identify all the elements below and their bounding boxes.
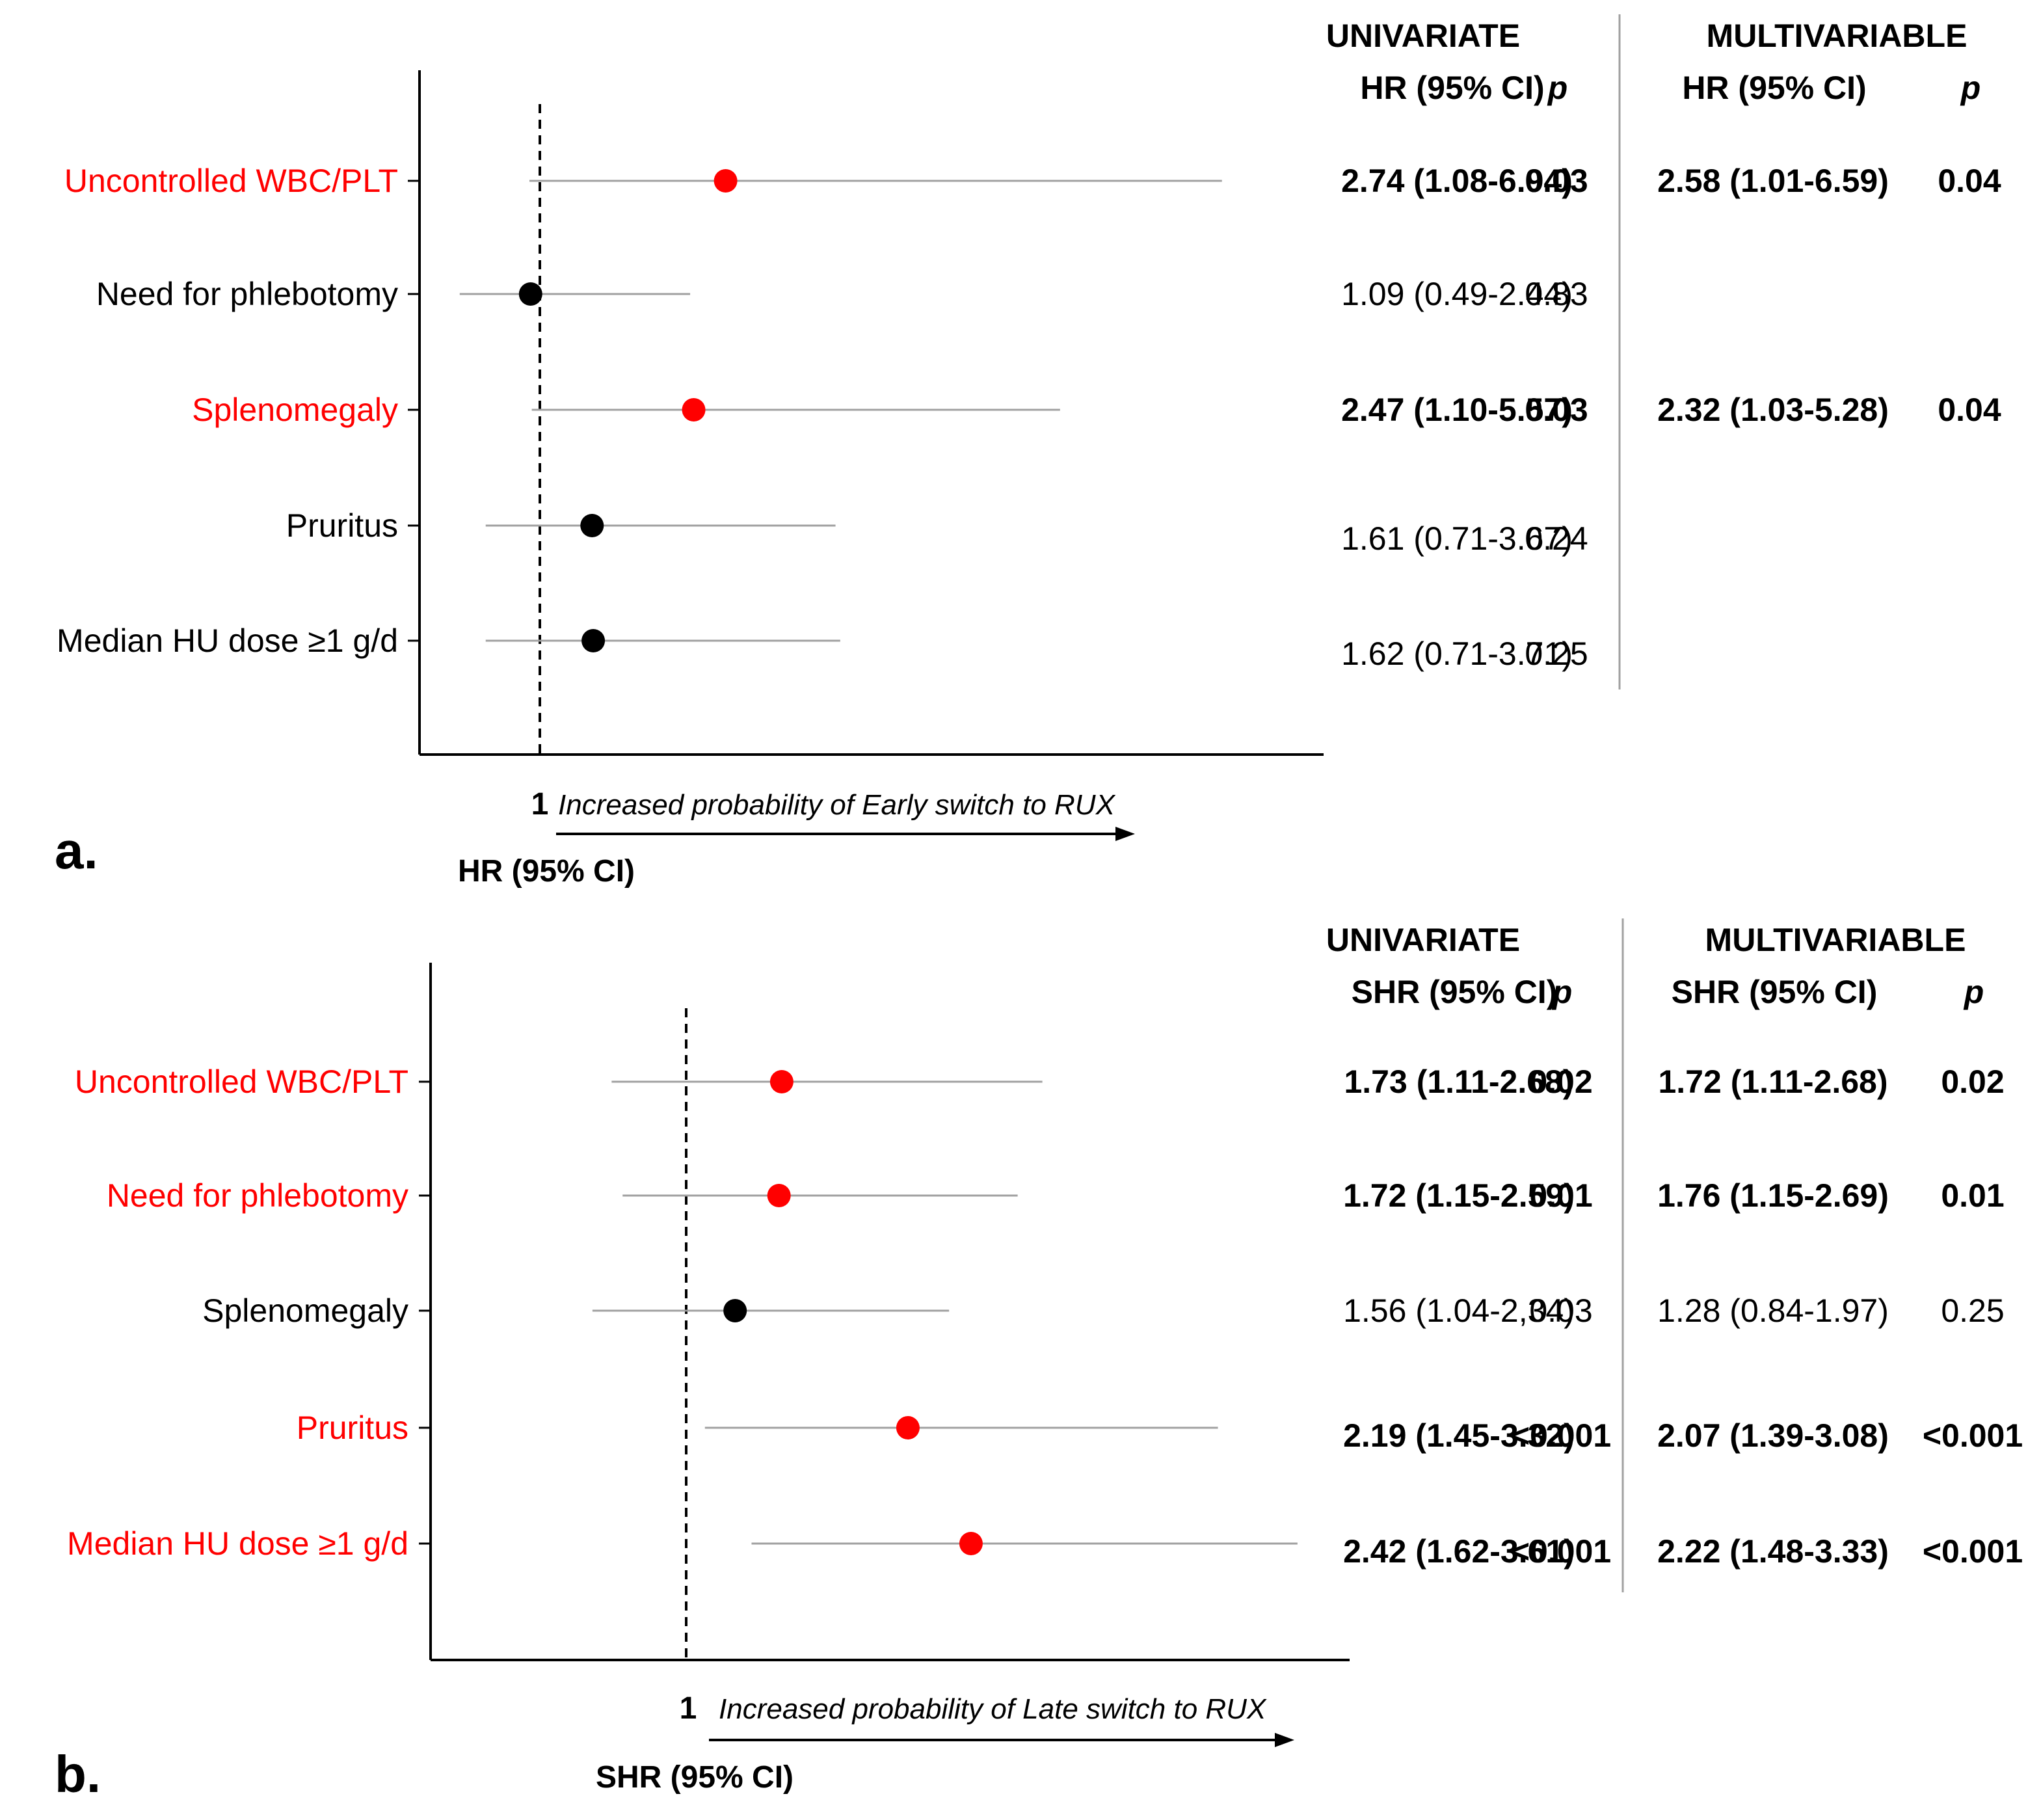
header-multi-p: p — [1963, 974, 1984, 1010]
multivariable-p: <0.001 — [1923, 1533, 2023, 1570]
arrow-caption: Increased probability of Late switch to … — [719, 1693, 1267, 1725]
univariate-p: 0.25 — [1525, 636, 1588, 672]
reference-tick-label: 1 — [531, 787, 549, 822]
univariate-ci: 2.74 (1.08-6.94) — [1341, 163, 1573, 199]
header-univariate: UNIVARIATE — [1326, 18, 1520, 54]
point-estimate — [959, 1532, 983, 1555]
forest-row: Pruritus 2.19 (1.45-3.32)<0.001 2.07 (1.39… — [297, 1410, 2023, 1454]
point-estimate — [518, 282, 542, 306]
multivariable-ci: 1.76 (1.15-2.69) — [1657, 1177, 1889, 1214]
row-label: Median HU dose ≥1 g/d — [67, 1525, 408, 1562]
univariate-p: 0.03 — [1529, 1292, 1592, 1329]
row-label: Pruritus — [286, 507, 398, 544]
univariate-ci: 1.73 (1.11-2.68) — [1344, 1064, 1573, 1100]
univariate-ci: 1.09 (0.49-2.44) — [1341, 276, 1573, 312]
row-label: Uncontrolled WBC/PLT — [64, 163, 398, 199]
row-label: Pruritus — [297, 1410, 408, 1446]
point-estimate — [580, 514, 604, 537]
univariate-ci: 1.61 (0.71-3.67) — [1341, 520, 1573, 557]
point-estimate — [767, 1184, 791, 1207]
multivariable-p: 0.25 — [1941, 1292, 2004, 1329]
univariate-ci: 2.19 (1.45-3.32) — [1343, 1417, 1575, 1454]
multivariable-p: 0.01 — [1941, 1177, 2004, 1214]
univariate-ci: 1.62 (0.71-3.71) — [1341, 636, 1573, 672]
forest-row: Uncontrolled WBC/PLT 1.73 (1.11-2.68)0.02… — [75, 1064, 2005, 1100]
header-uni-p: p — [1551, 974, 1573, 1010]
x-axis-title: SHR (95% CI) — [596, 1760, 794, 1795]
row-label: Median HU dose ≥1 g/d — [57, 622, 398, 659]
multivariable-ci: 2.32 (1.03-5.28) — [1657, 392, 1889, 428]
forest-row: Median HU dose ≥1 g/d 1.62 (0.71-3.71)0.2… — [57, 622, 1588, 672]
arrow-caption: Increased probability of Early switch to… — [558, 789, 1116, 821]
row-label: Splenomegaly — [192, 392, 398, 428]
univariate-ci: 2.42 (1.62-3.61) — [1343, 1533, 1575, 1570]
point-estimate — [723, 1299, 747, 1322]
panel-letter: a. — [55, 822, 98, 879]
univariate-p: 0.03 — [1525, 163, 1588, 199]
point-estimate — [714, 169, 738, 193]
univariate-ci: 1.72 (1.15-2.59) — [1343, 1177, 1575, 1214]
point-estimate — [682, 398, 706, 422]
multivariable-p: 0.04 — [1938, 392, 2001, 428]
point-estimate — [769, 1070, 794, 1093]
row-label: Splenomegaly — [202, 1292, 408, 1329]
direction-arrow-head — [1275, 1733, 1294, 1747]
row-label: Need for phlebotomy — [107, 1177, 408, 1214]
forest-row: Need for phlebotomy 1.72 (1.15-2.59)0.01 1… — [107, 1177, 2005, 1214]
univariate-ci: 2.47 (1.10-5.57) — [1341, 392, 1573, 428]
direction-arrow-head — [1115, 827, 1135, 841]
row-label: Uncontrolled WBC/PLT — [75, 1064, 408, 1100]
point-estimate — [581, 629, 606, 652]
point-estimate — [896, 1416, 920, 1439]
header-multi-estimate: SHR (95% CI) — [1672, 974, 1878, 1010]
univariate-p: 0.01 — [1529, 1177, 1592, 1214]
header-multivariable: MULTIVARIABLE — [1707, 18, 1968, 54]
univariate-p: <0.001 — [1511, 1533, 1611, 1570]
multivariable-ci: 2.22 (1.48-3.33) — [1657, 1533, 1889, 1570]
multivariable-p: 0.02 — [1941, 1064, 2004, 1100]
multivariable-ci: 1.72 (1.11-2.68) — [1658, 1064, 1888, 1100]
forest-row: Splenomegaly 1.56 (1.04-2,34)0.03 1.28 (0.… — [202, 1292, 2005, 1329]
multivariable-ci: 2.07 (1.39-3.08) — [1657, 1417, 1889, 1454]
header-multi-p: p — [1960, 70, 1981, 106]
univariate-ci: 1.56 (1.04-2,34) — [1343, 1292, 1575, 1329]
forest-row: Splenomegaly 2.47 (1.10-5.57)0.03 2.32 (1.… — [192, 392, 2001, 428]
header-uni-p: p — [1547, 70, 1568, 106]
row-label: Need for phlebotomy — [96, 276, 398, 312]
reference-tick-label: 1 — [680, 1691, 697, 1726]
univariate-p: 0.83 — [1525, 276, 1588, 312]
univariate-p: 0.02 — [1529, 1064, 1592, 1100]
header-multi-estimate: HR (95% CI) — [1682, 70, 1866, 106]
univariate-p: <0.001 — [1511, 1417, 1611, 1454]
univariate-p: 0.03 — [1525, 392, 1588, 428]
univariate-p: 0.24 — [1525, 520, 1588, 557]
multivariable-ci: 2.58 (1.01-6.59) — [1657, 163, 1889, 199]
forest-row: Pruritus 1.61 (0.71-3.67)0.24 — [286, 507, 1588, 557]
multivariable-ci: 1.28 (0.84-1.97) — [1657, 1292, 1889, 1329]
forest-row: Uncontrolled WBC/PLT 2.74 (1.08-6.94)0.03… — [64, 163, 2001, 199]
forest-row: Need for phlebotomy 1.09 (0.49-2.44)0.83 — [96, 276, 1588, 312]
header-multivariable: MULTIVARIABLE — [1705, 922, 1966, 958]
header-uni-estimate: HR (95% CI) — [1360, 70, 1544, 106]
forest-row: Median HU dose ≥1 g/d 2.42 (1.62-3.61)<0.… — [67, 1525, 2023, 1570]
x-axis-title: HR (95% CI) — [458, 854, 635, 889]
header-univariate: UNIVARIATE — [1326, 922, 1520, 958]
header-uni-estimate: SHR (95% CI) — [1352, 974, 1558, 1010]
multivariable-p: <0.001 — [1923, 1417, 2023, 1454]
multivariable-p: 0.04 — [1938, 163, 2001, 199]
panel-letter: b. — [55, 1745, 101, 1803]
